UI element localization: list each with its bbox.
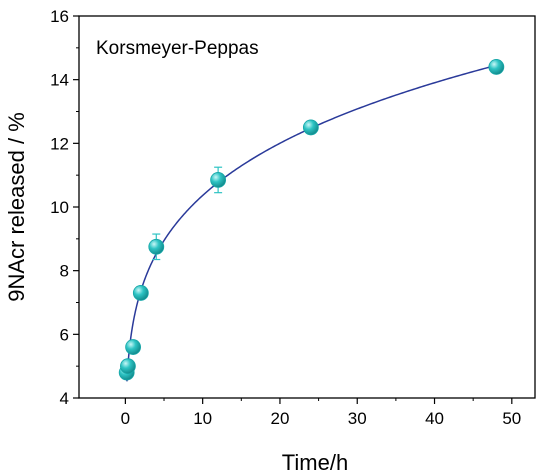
y-tick-label: 14 <box>50 71 69 90</box>
data-point <box>120 358 136 375</box>
ticks: 0 10 20 30 40 50 4 6 8 10 12 14 16 <box>50 7 521 428</box>
x-tick-label: 50 <box>502 409 521 428</box>
y-tick-label: 8 <box>60 262 69 281</box>
y-tick-label: 10 <box>50 198 69 217</box>
y-tick-label: 6 <box>60 325 69 344</box>
data-point <box>148 238 165 255</box>
data-point <box>210 172 227 188</box>
y-tick-label: 12 <box>50 134 69 153</box>
x-tick-label: 30 <box>348 409 367 428</box>
x-tick-label: 20 <box>270 409 289 428</box>
data-point <box>125 339 142 355</box>
data-point <box>132 285 149 301</box>
fit-curve <box>126 64 497 382</box>
x-tick-label: 40 <box>425 409 444 428</box>
x-tick-label: 0 <box>121 409 130 428</box>
y-tick-label: 16 <box>50 7 69 26</box>
data-point <box>488 59 505 75</box>
data-points <box>118 59 505 381</box>
x-tick-label: 10 <box>193 409 212 428</box>
x-axis-label: Time/h <box>282 450 348 475</box>
chart-annotation: Korsmeyer-Peppas <box>96 38 259 59</box>
y-tick-label: 4 <box>60 389 69 408</box>
y-axis-label: 9NAcr released / % <box>4 112 29 302</box>
data-point <box>302 119 319 136</box>
